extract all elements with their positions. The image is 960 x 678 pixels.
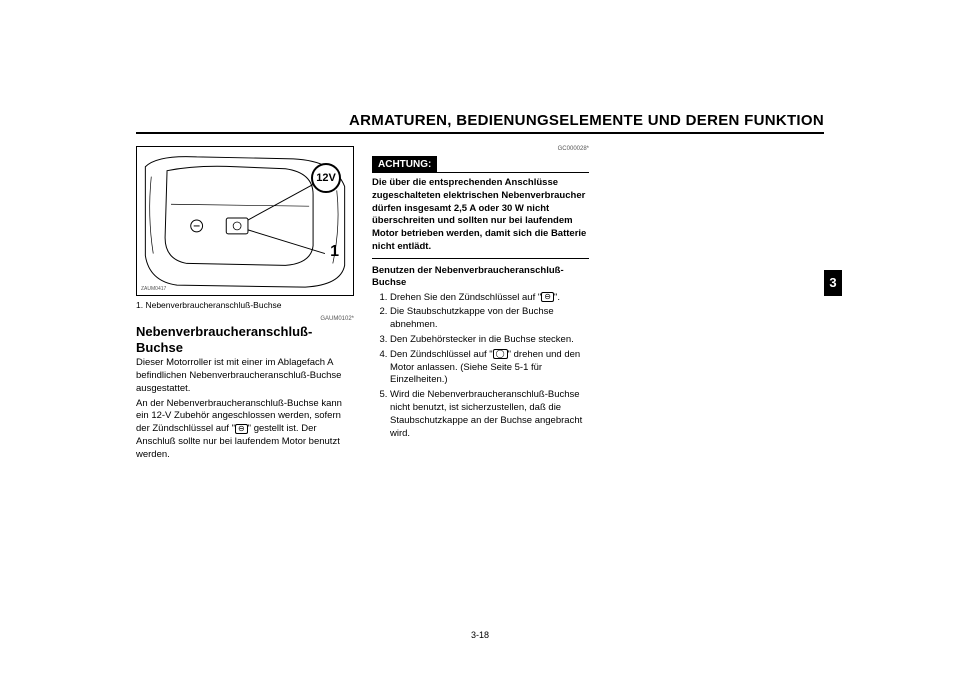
step-1: Drehen Sie den Zündschlüssel auf "⊖". xyxy=(390,292,589,305)
p2: An der Nebenverbraucheranschluß-Buchse k… xyxy=(136,398,354,462)
step-4: Den Zündschlüssel auf "◯" drehen und den… xyxy=(390,349,589,387)
achtung-body: Die über die entsprechenden Anschlüsse z… xyxy=(372,177,589,259)
chapter-tab-label: 3 xyxy=(829,275,836,290)
column-2: GC000028* ACHTUNG: Die über die entsprec… xyxy=(372,146,589,464)
callout-number: 1 xyxy=(330,243,339,261)
p1: Dieser Motorroller ist mit einer im Abla… xyxy=(136,357,354,395)
step1-a: Drehen Sie den Zündschlüssel auf xyxy=(390,292,535,303)
column-3 xyxy=(607,146,824,464)
docnum-col1: GAUM0102* xyxy=(136,316,354,322)
docnum-col2: GC000028* xyxy=(372,146,589,152)
page-container: ARMATUREN, BEDIENUNGSELEMENTE UND DEREN … xyxy=(136,112,824,612)
headlight-icon: ⊖ xyxy=(235,424,248,434)
step-3: Den Zubehörstecker in die Buchse stecken… xyxy=(390,334,589,347)
chapter-tab: 3 xyxy=(824,270,842,296)
socket-label-text: 12V xyxy=(316,172,336,184)
step-2: Die Staubschutzkappe von der Buchse abne… xyxy=(390,306,589,332)
body-text-col1: Dieser Motorroller ist mit einer im Abla… xyxy=(136,357,354,462)
park-icon: ⊖ xyxy=(541,292,554,302)
step-5: Wird die Nebenverbraucheranschluß-Buchse… xyxy=(390,389,589,440)
step1-b: . xyxy=(557,292,560,303)
socket-label-badge: 12V xyxy=(311,163,341,193)
column-1: 12V 1 ZAUM0417 1. Nebenverbraucheranschl… xyxy=(136,146,354,464)
steps-list: Drehen Sie den Zündschlüssel auf "⊖". Di… xyxy=(372,292,589,441)
figure: 12V 1 ZAUM0417 xyxy=(136,146,354,296)
section-heading: Nebenverbraucheranschluß-Buchse xyxy=(136,324,354,355)
page-header: ARMATUREN, BEDIENUNGSELEMENTE UND DEREN … xyxy=(136,112,824,134)
page-number: 3-18 xyxy=(136,630,824,640)
figure-caption: 1. Nebenverbraucheranschluß-Buchse xyxy=(136,300,354,310)
header-title: ARMATUREN, BEDIENUNGSELEMENTE UND DEREN … xyxy=(349,112,824,129)
achtung-label: ACHTUNG: xyxy=(372,156,437,173)
columns: 12V 1 ZAUM0417 1. Nebenverbraucheranschl… xyxy=(136,146,824,464)
step4-a: Den Zündschlüssel auf xyxy=(390,349,487,360)
figure-code: ZAUM0417 xyxy=(141,286,166,292)
callout-number-text: 1 xyxy=(330,243,339,260)
subheading: Benutzen der Nebenverbraucheranschluß-Bu… xyxy=(372,265,589,290)
ignition-icon: ◯ xyxy=(493,349,508,359)
